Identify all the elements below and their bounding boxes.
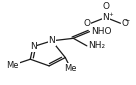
Text: O: O [102,2,109,11]
Text: NHO: NHO [91,27,111,36]
Text: NH₂: NH₂ [88,41,105,50]
Text: O: O [121,19,128,28]
Text: Me: Me [7,61,19,70]
Text: N: N [30,42,36,51]
Text: −: − [125,17,130,22]
Text: O: O [84,19,91,28]
Text: N: N [102,13,109,22]
Text: Me: Me [64,64,77,73]
Text: N: N [48,36,55,45]
Text: +: + [108,12,113,17]
